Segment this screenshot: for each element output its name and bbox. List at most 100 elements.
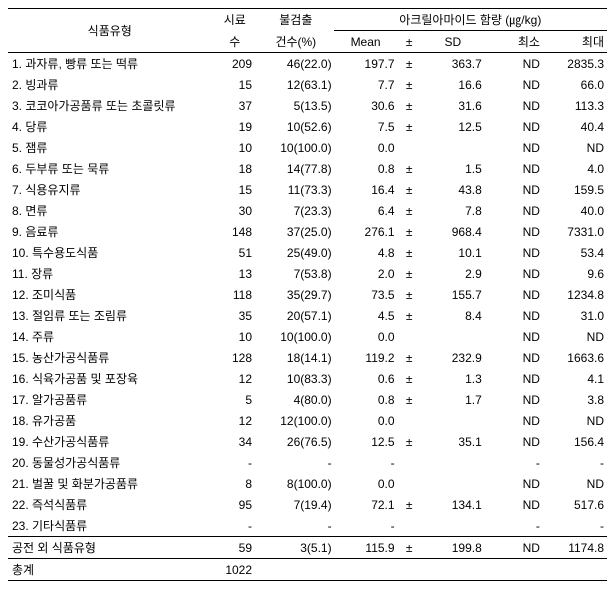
col-header-min: 최소 <box>485 31 543 53</box>
table-row: 7. 식용유지류1511(73.3)16.4±43.8ND159.5 <box>8 179 607 200</box>
cell-max: ND <box>543 410 607 431</box>
total-label: 총계 <box>8 559 212 581</box>
cell-type: 21. 벌꿀 및 화분가공품류 <box>8 473 212 494</box>
cell-n: - <box>212 452 259 473</box>
cell-nondet: 46(22.0) <box>258 53 334 75</box>
cell-sd: 1.7 <box>421 389 485 410</box>
col-header-content-group: 아크릴아마이드 함량 (㎍/kg) <box>334 9 607 31</box>
cell-min: ND <box>485 137 543 158</box>
cell-mean: 73.5 <box>334 284 398 305</box>
cell-type: 15. 농산가공식품류 <box>8 347 212 368</box>
cell-pm: ± <box>398 494 421 515</box>
cell-mean: 0.0 <box>334 473 398 494</box>
cell-max: ND <box>543 137 607 158</box>
cell-min: ND <box>485 473 543 494</box>
cell-min: ND <box>485 158 543 179</box>
cell-type: 9. 음료류 <box>8 221 212 242</box>
cell-min: ND <box>485 305 543 326</box>
cell-type: 2. 빙과류 <box>8 74 212 95</box>
cell-mean: 72.1 <box>334 494 398 515</box>
cell-sd: 155.7 <box>421 284 485 305</box>
table-row: 9. 음료류14837(25.0)276.1±968.4ND7331.0 <box>8 221 607 242</box>
cell-max: - <box>543 452 607 473</box>
table-row: 15. 농산가공식품류12818(14.1)119.2±232.9ND1663.… <box>8 347 607 368</box>
cell-max: 3.8 <box>543 389 607 410</box>
cell-pm: ± <box>398 284 421 305</box>
cell-sd <box>421 473 485 494</box>
cell-n: 128 <box>212 347 259 368</box>
cell-type: 22. 즉석식품류 <box>8 494 212 515</box>
table-row: 19. 수산가공식품류3426(76.5)12.5±35.1ND156.4 <box>8 431 607 452</box>
total-n: 1022 <box>212 559 259 581</box>
cell-min: - <box>485 515 543 537</box>
cell-min: ND <box>485 263 543 284</box>
cell-min: ND <box>485 494 543 515</box>
cell-pm: ± <box>398 242 421 263</box>
cell-min: ND <box>485 326 543 347</box>
cell-type: 10. 특수용도식품 <box>8 242 212 263</box>
cell-sd: 2.9 <box>421 263 485 284</box>
table-row: 5. 잼류1010(100.0)0.0NDND <box>8 137 607 158</box>
cell-sd: 8.4 <box>421 305 485 326</box>
cell-pm <box>398 137 421 158</box>
cell-sd <box>421 326 485 347</box>
cell-pm <box>398 452 421 473</box>
table-row: 1. 과자류, 빵류 또는 떡류20946(22.0)197.7±363.7ND… <box>8 53 607 75</box>
cell-mean: 197.7 <box>334 53 398 75</box>
cell-pm: ± <box>398 537 421 559</box>
cell-sd <box>421 515 485 537</box>
cell-min: ND <box>485 221 543 242</box>
cell-pm: ± <box>398 116 421 137</box>
cell-n: 35 <box>212 305 259 326</box>
cell-pm: ± <box>398 347 421 368</box>
cell-pm: ± <box>398 263 421 284</box>
cell-sd: 43.8 <box>421 179 485 200</box>
cell-pm <box>398 473 421 494</box>
cell-max: 1174.8 <box>543 537 607 559</box>
cell-mean: 4.5 <box>334 305 398 326</box>
cell-sd: 134.1 <box>421 494 485 515</box>
cell-pm: ± <box>398 305 421 326</box>
table-row: 6. 두부류 또는 묵류1814(77.8)0.8±1.5ND4.0 <box>8 158 607 179</box>
cell-pm: ± <box>398 95 421 116</box>
cell-nondet: 10(52.6) <box>258 116 334 137</box>
cell-type: 1. 과자류, 빵류 또는 떡류 <box>8 53 212 75</box>
cell-pm: ± <box>398 179 421 200</box>
cell-n: 30 <box>212 200 259 221</box>
cell-nondet: 12(100.0) <box>258 410 334 431</box>
cell-min: ND <box>485 431 543 452</box>
col-header-sd: SD <box>421 31 485 53</box>
table-row: 3. 코코아가공품류 또는 초콜릿류375(13.5)30.6±31.6ND11… <box>8 95 607 116</box>
cell-nondet: 10(83.3) <box>258 368 334 389</box>
cell-n: 12 <box>212 368 259 389</box>
cell-nondet: 3(5.1) <box>258 537 334 559</box>
cell-mean: 119.2 <box>334 347 398 368</box>
cell-sd: 199.8 <box>421 537 485 559</box>
table-row: 18. 유가공품1212(100.0)0.0NDND <box>8 410 607 431</box>
cell-type: 공전 외 식품유형 <box>8 537 212 559</box>
col-header-n-top: 시료 <box>212 9 259 31</box>
cell-pm: ± <box>398 221 421 242</box>
cell-min: ND <box>485 537 543 559</box>
col-header-nondet-top: 불검출 <box>258 9 334 31</box>
table-row: 8. 면류307(23.3)6.4±7.8ND40.0 <box>8 200 607 221</box>
cell-n: 118 <box>212 284 259 305</box>
cell-sd: 363.7 <box>421 53 485 75</box>
cell-type: 13. 절임류 또는 조림류 <box>8 305 212 326</box>
col-header-mean: Mean <box>334 31 398 53</box>
table-row: 16. 식육가공품 및 포장육1210(83.3)0.6±1.3ND4.1 <box>8 368 607 389</box>
cell-nondet: 14(77.8) <box>258 158 334 179</box>
cell-n: 59 <box>212 537 259 559</box>
cell-mean: 0.8 <box>334 158 398 179</box>
cell-pm: ± <box>398 53 421 75</box>
cell-mean: 30.6 <box>334 95 398 116</box>
cell-nondet: 26(76.5) <box>258 431 334 452</box>
cell-nondet: 25(49.0) <box>258 242 334 263</box>
cell-n: 209 <box>212 53 259 75</box>
cell-nondet: 10(100.0) <box>258 137 334 158</box>
cell-max: 1663.6 <box>543 347 607 368</box>
cell-n: 18 <box>212 158 259 179</box>
cell-nondet: 7(23.3) <box>258 200 334 221</box>
cell-max: 31.0 <box>543 305 607 326</box>
cell-n: 13 <box>212 263 259 284</box>
